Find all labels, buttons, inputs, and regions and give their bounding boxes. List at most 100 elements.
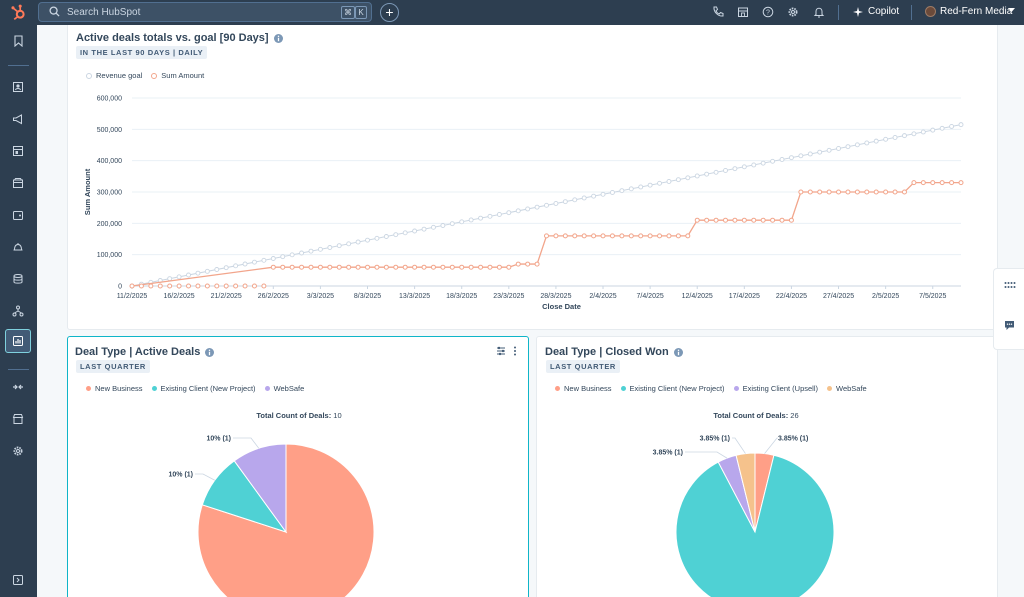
data-point-revenue-goal: [261, 257, 267, 263]
legend-item-sum-amount[interactable]: Sum Amount: [151, 71, 204, 80]
sidebar-item-content[interactable]: [5, 139, 31, 163]
sidebar-item-service[interactable]: [5, 235, 31, 259]
x-tick-label: 23/3/2025: [493, 293, 524, 300]
data-label: 3.85% (1): [700, 436, 730, 443]
sidebar-item-contacts[interactable]: [5, 75, 31, 99]
chevron-down-icon[interactable]: [1008, 7, 1015, 13]
data-label: 10% (1): [168, 472, 193, 479]
info-icon[interactable]: [673, 347, 683, 357]
search-icon: [49, 6, 60, 17]
data-point-revenue-goal: [836, 146, 841, 151]
sidebar-item-settings[interactable]: [5, 439, 31, 463]
legend-label: WebSafe: [836, 384, 867, 393]
sidebar-item-collapse[interactable]: [5, 375, 31, 399]
contacts-icon: [13, 82, 23, 92]
data-point-sum-amount: [883, 189, 889, 195]
data-point-sum-amount: [788, 217, 794, 223]
legend-item[interactable]: WebSafe: [264, 384, 304, 393]
legend-item[interactable]: WebSafe: [827, 384, 867, 393]
filter-settings-icon[interactable]: [496, 346, 506, 356]
data-label: 10% (1): [206, 436, 231, 443]
y-tick-label: 100,000: [97, 252, 122, 259]
sidebar-item-commerce[interactable]: [5, 171, 31, 195]
account-avatar[interactable]: [925, 6, 936, 17]
x-tick-label: 13/3/2025: [399, 293, 430, 300]
info-icon[interactable]: [273, 33, 283, 43]
marketplace-icon[interactable]: [737, 6, 749, 18]
sidebar-divider: [8, 369, 29, 370]
sidebar-item-automation[interactable]: [5, 299, 31, 323]
data-point-sum-amount: [873, 189, 879, 195]
kbd-k: K: [355, 6, 367, 19]
x-tick-label: 21/2/2025: [211, 293, 242, 300]
global-search[interactable]: Search HubSpot ⌘ K: [38, 2, 372, 22]
data-label-leader: [685, 451, 728, 459]
data-point-revenue-goal: [798, 153, 804, 159]
data-point-revenue-goal: [553, 201, 559, 206]
chat-icon[interactable]: [1004, 320, 1015, 331]
sidebar-expand-button[interactable]: [5, 568, 31, 592]
sidebar-item-bookmarks[interactable]: [5, 29, 31, 53]
account-menu[interactable]: Red-Fern Media: [940, 6, 1013, 17]
data-point-revenue-goal: [760, 160, 766, 166]
data-point-revenue-goal: [355, 239, 361, 245]
data-point-revenue-goal: [647, 182, 653, 188]
service-bell-icon: [13, 243, 23, 251]
sidebar-item-data-management[interactable]: [5, 267, 31, 291]
sidebar-item-sales[interactable]: [5, 203, 31, 227]
legend-item[interactable]: New Business: [555, 384, 612, 393]
data-point-sum-amount: [195, 283, 201, 289]
sidebar-divider: [8, 65, 29, 66]
data-point-revenue-goal: [609, 190, 615, 195]
data-point-revenue-goal: [468, 217, 474, 223]
data-point-revenue-goal: [280, 254, 286, 260]
sidebar-item-marketing[interactable]: [5, 107, 31, 131]
card-title: Active deals totals vs. goal [90 Days]: [76, 32, 283, 44]
data-point-sum-amount: [572, 233, 578, 239]
sidebar-item-reporting[interactable]: [5, 329, 31, 353]
legend-item-revenue-goal[interactable]: Revenue goal: [86, 71, 142, 80]
create-new-button[interactable]: +: [380, 3, 399, 22]
help-icon[interactable]: ?: [762, 6, 774, 18]
data-point-sum-amount: [544, 233, 549, 239]
notifications-bell-icon[interactable]: [813, 6, 825, 18]
data-point-revenue-goal: [864, 140, 870, 146]
copilot-button[interactable]: Copilot: [868, 6, 900, 17]
data-point-sum-amount: [864, 189, 870, 195]
data-point-sum-amount: [581, 233, 587, 239]
deal-type-closed-won-card: Deal Type | Closed Won LAST QUARTER New …: [536, 336, 998, 597]
data-point-revenue-goal: [770, 158, 776, 164]
data-point-sum-amount: [901, 189, 907, 195]
data-point-revenue-goal: [496, 212, 502, 217]
store-icon: [12, 414, 24, 424]
pie-chart: 10% (1) 10% (1): [168, 436, 375, 597]
search-input[interactable]: Search HubSpot: [67, 7, 141, 18]
data-point-revenue-goal: [459, 219, 465, 225]
hubspot-logo-icon[interactable]: [10, 4, 27, 21]
legend-item[interactable]: Existing Client (Upsell): [733, 384, 818, 393]
info-icon[interactable]: [205, 347, 215, 357]
data-point-revenue-goal: [920, 129, 926, 135]
data-point-sum-amount: [148, 283, 154, 289]
more-options-icon[interactable]: [512, 346, 518, 356]
data-point-sum-amount: [628, 233, 634, 239]
data-point-sum-amount: [214, 283, 220, 289]
data-point-revenue-goal: [515, 208, 521, 214]
legend-item[interactable]: Existing Client (New Project): [620, 384, 725, 393]
data-point-sum-amount: [685, 233, 691, 239]
sidebar-item-marketplace[interactable]: [5, 407, 31, 431]
legend-item[interactable]: New Business: [86, 384, 143, 393]
grid-apps-icon[interactable]: [1004, 281, 1016, 289]
total-count: Total Count of Deals: 10: [68, 411, 530, 420]
phone-icon[interactable]: [712, 6, 724, 18]
card-title-text: Active deals totals vs. goal [90 Days]: [76, 32, 269, 44]
legend-label: Revenue goal: [96, 71, 143, 80]
y-tick-label: 600,000: [97, 96, 122, 103]
settings-gear-icon[interactable]: [787, 6, 799, 18]
data-point-sum-amount: [478, 264, 484, 270]
data-point-sum-amount: [779, 217, 785, 223]
date-range-tag: IN THE LAST 90 DAYS | DAILY: [76, 46, 208, 59]
legend-item[interactable]: Existing Client (New Project): [151, 384, 256, 393]
data-point-sum-amount: [186, 283, 192, 289]
data-point-revenue-goal: [873, 138, 879, 144]
